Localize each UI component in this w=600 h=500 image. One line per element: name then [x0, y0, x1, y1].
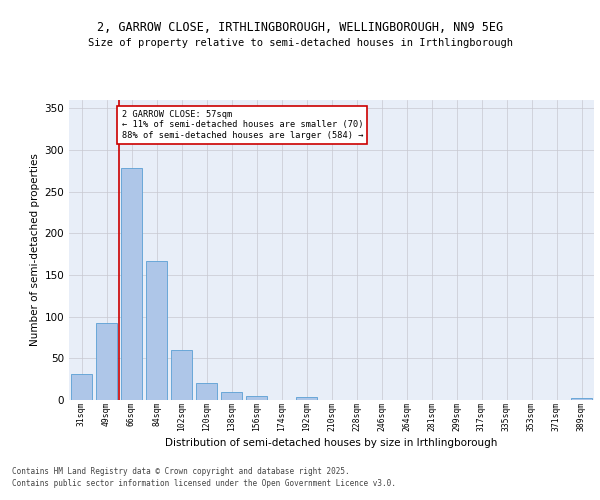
Bar [71, 374, 92, 400]
Bar [121, 168, 142, 400]
Text: Size of property relative to semi-detached houses in Irthlingborough: Size of property relative to semi-detach… [88, 38, 512, 48]
Text: 2 GARROW CLOSE: 57sqm
← 11% of semi-detached houses are smaller (70)
88% of semi: 2 GARROW CLOSE: 57sqm ← 11% of semi-deta… [121, 110, 363, 140]
Bar [246, 396, 267, 400]
Bar [221, 392, 242, 400]
Y-axis label: Number of semi-detached properties: Number of semi-detached properties [30, 154, 40, 346]
Text: 2, GARROW CLOSE, IRTHLINGBOROUGH, WELLINGBOROUGH, NN9 5EG: 2, GARROW CLOSE, IRTHLINGBOROUGH, WELLIN… [97, 21, 503, 34]
Bar [196, 382, 217, 400]
X-axis label: Distribution of semi-detached houses by size in Irthlingborough: Distribution of semi-detached houses by … [166, 438, 497, 448]
Bar [296, 396, 317, 400]
Bar [96, 322, 117, 400]
Text: Contains public sector information licensed under the Open Government Licence v3: Contains public sector information licen… [12, 479, 396, 488]
Text: Contains HM Land Registry data © Crown copyright and database right 2025.: Contains HM Land Registry data © Crown c… [12, 466, 350, 475]
Bar [171, 350, 192, 400]
Bar [571, 398, 592, 400]
Bar [146, 261, 167, 400]
